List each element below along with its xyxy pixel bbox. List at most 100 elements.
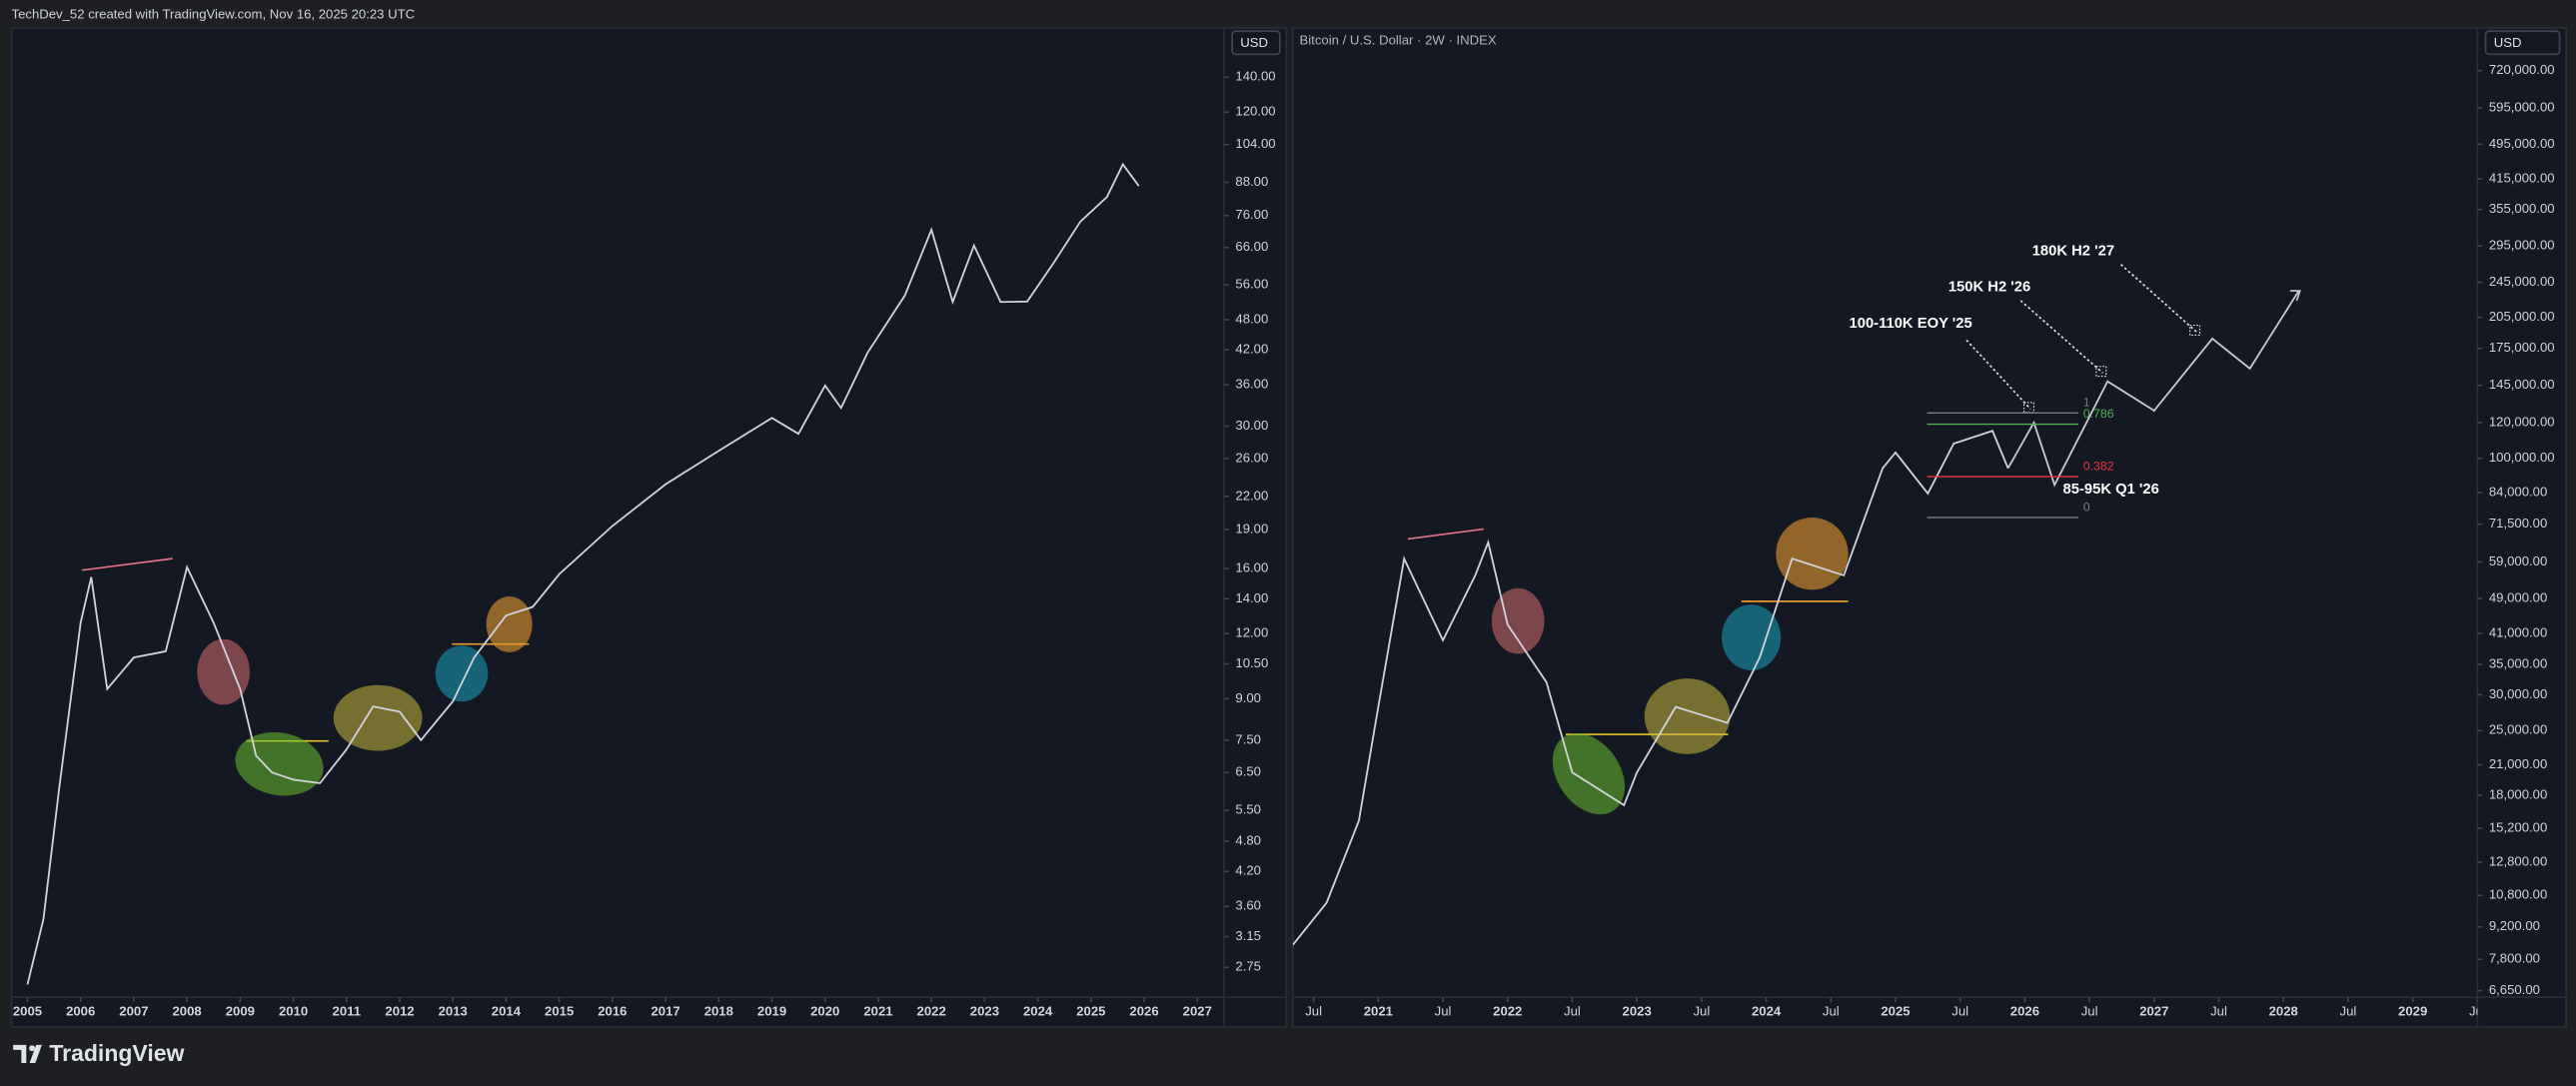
plot-area: 10.786 0.382 0: [1292, 290, 2300, 946]
y-tick-label: 295,000.00: [2489, 238, 2555, 253]
fib-label: 1: [2083, 396, 2090, 410]
y-tick-label: 71,500.00: [2489, 516, 2547, 531]
price-line: [26, 162, 1140, 985]
x-tick-label: 2005: [13, 1003, 42, 1018]
y-tick-label: 6,650.00: [2489, 982, 2540, 997]
fib-label: 0.786: [2083, 407, 2114, 421]
x-tick-label: Jul: [2081, 1003, 2098, 1018]
y-tick-label: 26.00: [1235, 450, 1268, 465]
y-tick-label: 120.00: [1235, 104, 1275, 119]
y-tick-label: 5.50: [1235, 802, 1261, 817]
y-tick-label: 145,000.00: [2489, 377, 2555, 392]
x-tick-label: 2026: [2010, 1003, 2039, 1018]
y-tick-label: 245,000.00: [2489, 274, 2555, 289]
x-tick-label: Jul: [1435, 1003, 1452, 1018]
y-tick-label: 15,200.00: [2489, 820, 2547, 835]
y-tick-label: 4.80: [1235, 832, 1261, 847]
y-tick-label: 175,000.00: [2489, 340, 2555, 355]
y-tick-label: 36.00: [1235, 377, 1268, 392]
x-tick-label: 2024: [1023, 1003, 1053, 1018]
x-tick-label: 2021: [863, 1003, 892, 1018]
y-tick-label: 84,000.00: [2489, 485, 2547, 500]
target-box: [2095, 366, 2107, 378]
y-tick-label: 9.00: [1235, 690, 1261, 705]
x-tick-label: Jul: [2210, 1003, 2227, 1018]
x-tick-label: 2018: [704, 1003, 733, 1018]
x-tick-label: 2010: [279, 1003, 308, 1018]
target-box: [2189, 325, 2201, 337]
x-tick-label: 2028: [2269, 1003, 2298, 1018]
y-tick-label: 14.00: [1235, 590, 1268, 605]
y-tick-label: 42.00: [1235, 342, 1268, 357]
y-tick-label: 2.75: [1235, 959, 1261, 974]
chart-title: Bitcoin / U.S. Dollar · 2W · INDEX: [1300, 33, 1497, 48]
y-tick-label: 100,000.00: [2489, 450, 2555, 465]
x-tick-label: 2023: [970, 1003, 999, 1018]
x-tick-label: 2016: [598, 1003, 627, 1018]
y-tick-label: 49,000.00: [2489, 589, 2547, 604]
unit-label: USD: [2494, 35, 2522, 50]
x-tick-label: Jul: [1564, 1003, 1581, 1018]
x-tick-label: 2013: [439, 1003, 468, 1018]
x-tick-label: Jul: [2340, 1003, 2357, 1018]
unit-box: [2484, 30, 2561, 56]
right-panel: [1292, 27, 2567, 1028]
y-tick-label: 88.00: [1235, 174, 1268, 189]
x-tick-label: Jul: [1823, 1003, 1840, 1018]
y-tick-label: 18,000.00: [2489, 786, 2547, 801]
fib-label: 0.382: [2083, 459, 2114, 473]
y-tick-label: 10,800.00: [2489, 887, 2547, 902]
x-tick-label: 2017: [650, 1003, 679, 1018]
highlight: [435, 645, 489, 702]
y-tick-label: 104.00: [1235, 136, 1275, 151]
y-tick-label: 56.00: [1235, 276, 1268, 291]
y-tick-label: 6.50: [1235, 764, 1261, 779]
y-tick-label: 7.50: [1235, 731, 1261, 746]
y-tick-label: 21,000.00: [2489, 756, 2547, 771]
annotation: 180K H2 '27: [2032, 244, 2114, 260]
y-tick-label: 355,000.00: [2489, 201, 2555, 216]
footer-logo: [13, 1044, 42, 1063]
highlight: [1644, 678, 1731, 754]
y-tick-label: 19.00: [1235, 522, 1268, 537]
x-tick-label: 2025: [1076, 1003, 1105, 1018]
x-tick-label: 2015: [545, 1003, 574, 1018]
x-tick-label: 2022: [1493, 1003, 1522, 1018]
annotation: 85-95K Q1 '26: [2063, 482, 2159, 498]
y-tick-label: 9,200.00: [2489, 918, 2540, 933]
x-tick-label: 2019: [757, 1003, 786, 1018]
x-tick-label: Jul: [2469, 1003, 2486, 1018]
y-tick-label: 205,000.00: [2489, 309, 2555, 324]
y-tick-label: 495,000.00: [2489, 136, 2555, 151]
trend-line: [1407, 528, 1484, 541]
y-tick-label: 3.60: [1235, 898, 1261, 913]
x-tick-label: Jul: [1305, 1003, 1322, 1018]
fib-label: 0: [2083, 500, 2090, 514]
x-tick-label: 2027: [1183, 1003, 1212, 1018]
y-tick-label: 12.00: [1235, 625, 1268, 640]
dotted-arrow: [2120, 264, 2197, 333]
y-tick-label: 22.00: [1235, 488, 1268, 503]
dotted-arrow: [2019, 300, 2104, 374]
x-tick-label: 2027: [2139, 1003, 2168, 1018]
x-tick-label: 2008: [173, 1003, 202, 1018]
arrow-head: [2289, 290, 2301, 302]
y-tick-label: 76.00: [1235, 207, 1268, 222]
x-tick-label: 2009: [226, 1003, 255, 1018]
projection-line: [2006, 290, 2300, 488]
highlight: [1776, 518, 1849, 590]
x-tick-label: 2022: [917, 1003, 946, 1018]
x-axis: Jul 2021 Jul 2022 Jul 2023 Jul 2024 Jul 2025 Jul 20…: [1305, 997, 2486, 1018]
footer-brand: TradingView: [49, 1040, 184, 1066]
highlight: [333, 684, 423, 751]
x-tick-label: 2011: [333, 1003, 362, 1018]
unit-box: [1231, 30, 1281, 56]
highlight: [1491, 587, 1545, 654]
y-tick-label: 41,000.00: [2489, 625, 2547, 640]
y-tick-label: 7,800.00: [2489, 951, 2540, 966]
x-tick-label: Jul: [1693, 1003, 1710, 1018]
x-tick-label: 2014: [492, 1003, 522, 1018]
x-tick-label: 2021: [1364, 1003, 1393, 1018]
y-tick-label: 415,000.00: [2489, 170, 2555, 185]
y-tick-label: 10.50: [1235, 655, 1268, 670]
